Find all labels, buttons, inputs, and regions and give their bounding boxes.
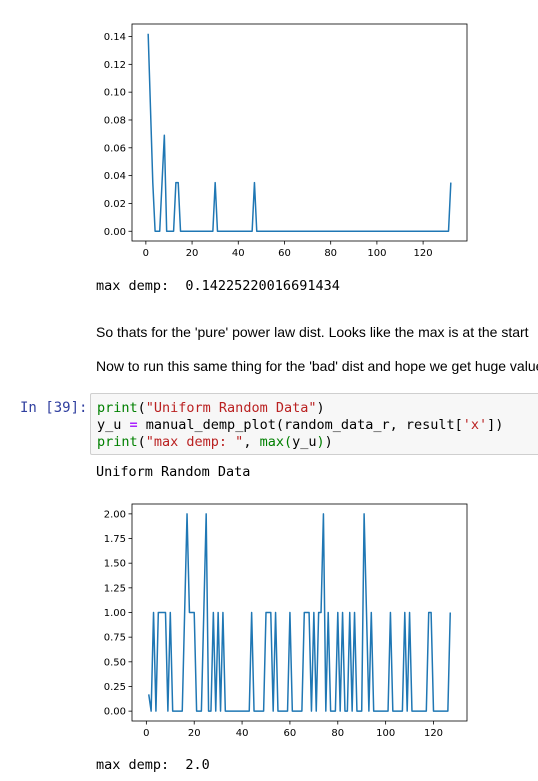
code-token: ) [316,400,325,416]
x-tick-label: 40 [232,248,245,259]
chart-power-law-demp: 0 20 40 60 80 100 120 0.00 0.02 0.04 0.06 0.08 0.10 0… [104,23,468,259]
y-tick-label: 0.00 [104,707,126,718]
y-tick-label: 0.75 [104,633,126,644]
series-line [147,33,452,233]
plot-frame [131,23,468,242]
output-max-demp-2: max demp: 2.0 [96,757,210,773]
x-tick-label: 60 [284,728,297,739]
x-tick-label: 20 [186,248,199,259]
code-token: y_u [97,417,130,433]
y-tick-label: 1.75 [104,534,126,545]
code-token: "max demp: " [145,434,244,450]
y-tick-label: 1.00 [104,608,126,619]
code-token: manual_demp_plot(random_data_r, result[ [137,417,463,433]
y-tick-label: 0.12 [104,60,126,71]
y-tick-label: 0.08 [104,115,126,126]
code-token: 'x' [462,417,488,433]
code-token: "Uniform Random Data" [145,400,317,416]
markdown-line-2: Now to run this same thing for the 'bad'… [96,358,538,374]
cell-prompt-in-39: In [39]: [20,400,88,416]
plot-frame [131,503,468,722]
series-line [148,513,451,712]
y-tick-label: 2.00 [104,509,126,520]
code-token: ]) [487,417,504,433]
y-tick-label: 1.50 [104,559,126,570]
code-token: = [129,417,138,433]
code-line-3: print("max demp: ", max(y_u)) [97,434,333,450]
code-token: print [97,434,138,450]
code-token: max [259,434,284,450]
x-tick-label: 0 [143,248,149,259]
code-token: ) [324,434,333,450]
x-tick-label: 120 [424,728,443,739]
x-tick-label: 0 [143,728,149,739]
x-tick-label: 80 [324,248,337,259]
y-tick-label: 0.04 [104,171,126,182]
chart-uniform-random-demp: 0 20 40 60 80 100 120 0.00 0.25 0.50 0.75 1.00 1.25 1… [104,503,468,739]
y-tick-label: 0.02 [104,199,126,210]
x-tick-label: 60 [278,248,291,259]
code-token: y_u [292,434,317,450]
x-tick-label: 100 [376,728,395,739]
code-input-cell-39[interactable]: print("Uniform Random Data") y_u = manua… [90,393,538,455]
y-tick-label: 0.14 [104,32,126,43]
code-token: ( [137,434,146,450]
y-tick-label: 0.10 [104,88,126,99]
code-token: ) [316,434,325,450]
x-tick-label: 40 [236,728,249,739]
markdown-line-1: So thats for the 'pure' power law dist. … [96,324,529,340]
code-token: print [97,400,138,416]
y-tick-label: 0.25 [104,682,126,693]
y-tick-label: 1.25 [104,583,126,594]
x-tick-label: 80 [331,728,344,739]
x-tick-label: 100 [367,248,386,259]
code-token: ( [283,434,293,450]
code-token: , [243,434,260,450]
y-tick-label: 0.00 [104,227,126,238]
code-line-2: y_u = manual_demp_plot(random_data_r, re… [97,417,503,433]
code-line-1: print("Uniform Random Data") [97,400,325,416]
output-max-demp-1: max demp: 0.14225220016691434 [96,278,340,294]
y-tick-label: 0.50 [104,657,126,668]
code-token: ( [137,400,146,416]
y-tick-label: 0.06 [104,143,126,154]
x-tick-label: 20 [188,728,201,739]
x-tick-label: 120 [414,248,433,259]
output-title-uniform: Uniform Random Data [96,464,251,480]
